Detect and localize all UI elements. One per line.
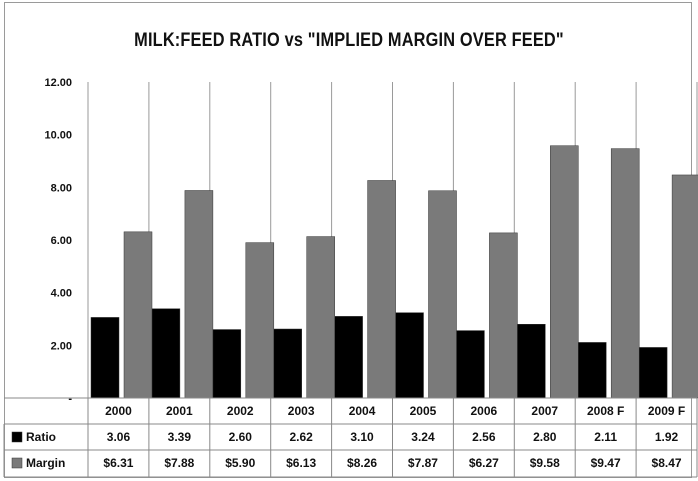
bar-ratio: [638, 347, 668, 399]
bar-margin: [610, 148, 640, 399]
bar-margin: [428, 190, 457, 399]
x-category-label: 2006: [470, 404, 497, 418]
bar-margin: [489, 232, 518, 399]
legend-swatch-ratio: [11, 431, 23, 443]
table-cell-ratio: 2.80: [533, 430, 557, 444]
y-tick-label: -: [68, 393, 72, 405]
table-cell-ratio: 1.92: [655, 430, 679, 444]
legend-label-ratio: Ratio: [26, 430, 56, 444]
bar-margin: [245, 242, 275, 399]
table-cell-margin: $6.13: [286, 456, 316, 470]
table-cell-ratio: 3.24: [411, 430, 435, 444]
bar-ratio: [212, 329, 242, 399]
bar-ratio: [151, 308, 181, 399]
y-tick-label: 6.00: [51, 235, 72, 247]
y-tick-label: 8.00: [51, 182, 72, 194]
table-cell-ratio: 2.11: [594, 430, 617, 444]
table-cell-ratio: 2.60: [229, 430, 253, 444]
x-category-label: 2000: [105, 404, 132, 418]
x-category-label: 2008 F: [587, 404, 624, 418]
bar-margin: [123, 231, 153, 399]
bar-ratio: [517, 324, 546, 399]
chart-title: MILK:FEED RATIO vs "IMPLIED MARGIN OVER …: [134, 30, 564, 51]
bar-ratio: [577, 342, 607, 399]
table-cell-ratio: 3.39: [168, 430, 192, 444]
x-category-label: 2007: [531, 404, 558, 418]
y-tick-label: 12.00: [44, 77, 72, 89]
table-cell-ratio: 2.62: [289, 430, 313, 444]
table-cell-ratio: 2.56: [472, 430, 496, 444]
legend-swatch-margin: [11, 457, 23, 469]
bar-margin: [184, 190, 214, 399]
table-cell-ratio: 3.06: [107, 430, 131, 444]
legend-label-margin: Margin: [26, 456, 65, 470]
x-category-label: 2004: [349, 404, 376, 418]
x-category-label: 2003: [288, 404, 315, 418]
bar-ratio: [273, 328, 302, 399]
bar-ratio: [456, 330, 485, 399]
bar-ratio: [90, 317, 120, 399]
bar-ratio: [334, 316, 363, 399]
table-cell-margin: $8.47: [652, 456, 682, 470]
table-cell-margin: $5.90: [225, 456, 255, 470]
y-tick-label: 10.00: [44, 130, 72, 142]
bar-margin: [306, 236, 335, 399]
x-category-label: 2001: [166, 404, 193, 418]
table-cell-margin: $9.47: [591, 456, 621, 470]
x-category-label: 2009 F: [648, 404, 685, 418]
bar-margin: [367, 180, 396, 399]
bar-margin: [671, 174, 698, 399]
table-cell-margin: $9.58: [530, 456, 560, 470]
table-cell-margin: $7.87: [408, 456, 438, 470]
x-category-label: 2005: [410, 404, 437, 418]
bar-ratio: [395, 312, 424, 399]
table-cell-margin: $6.31: [103, 456, 133, 470]
table-cell-margin: $8.26: [347, 456, 377, 470]
y-tick-label: 4.00: [51, 288, 72, 300]
table-cell-ratio: 3.10: [350, 430, 374, 444]
bar-margin: [550, 145, 579, 399]
table-cell-margin: $7.88: [164, 456, 194, 470]
y-tick-label: 2.00: [51, 340, 72, 352]
table-cell-margin: $6.27: [469, 456, 499, 470]
x-category-label: 2002: [227, 404, 254, 418]
